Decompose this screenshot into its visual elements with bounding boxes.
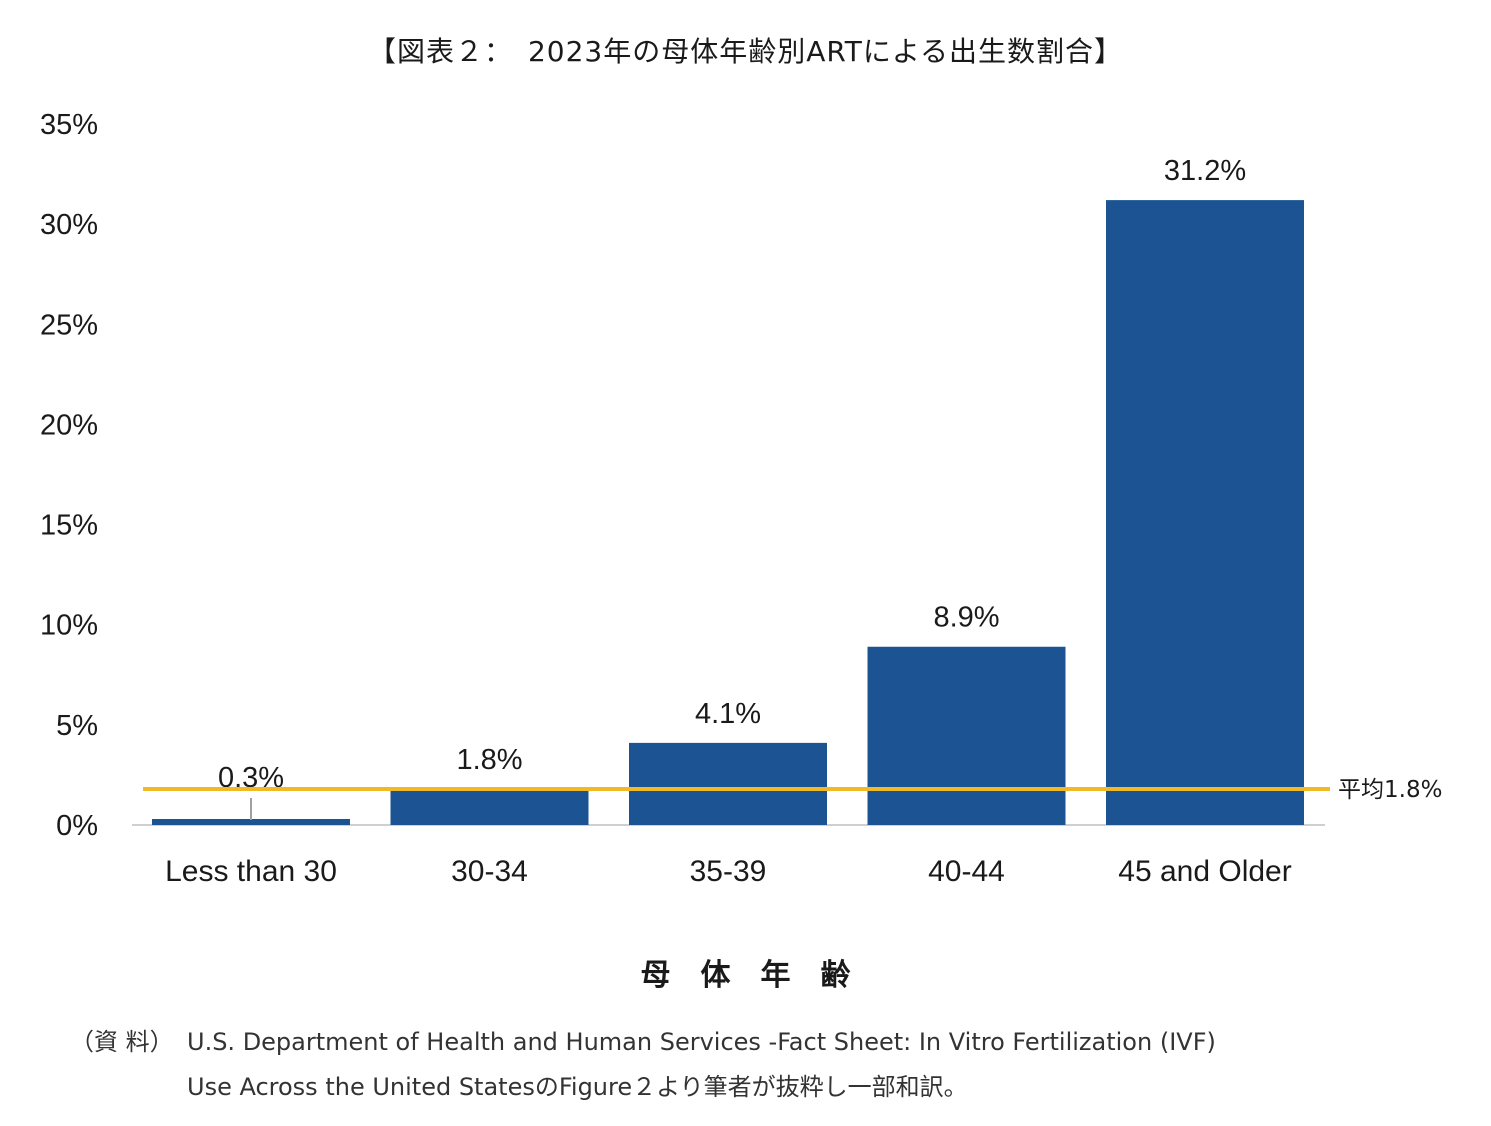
average-label: 平均1.8% <box>1338 777 1442 803</box>
data-label: 8.9% <box>933 602 999 634</box>
y-tick-label: 15% <box>40 510 98 542</box>
y-tick-label: 25% <box>40 309 98 341</box>
y-axis: 0% 5% 10% 15% 20% 25% 30% 35% <box>40 109 98 842</box>
x-category-label: Less than 30 <box>165 855 337 888</box>
source-text: U.S. Department of Health and Human Serv… <box>187 1020 1367 1110</box>
y-tick-label: 10% <box>40 610 98 642</box>
y-tick-label: 30% <box>40 209 98 241</box>
x-category-label: 30-34 <box>451 855 528 888</box>
data-label: 31.2% <box>1164 155 1246 187</box>
bar <box>867 646 1066 825</box>
source-line-2: Use Across the United StatesのFigure２より筆者… <box>187 1073 968 1101</box>
source-label: （資 料） <box>70 1028 174 1056</box>
y-tick-label: 35% <box>40 109 98 141</box>
bars <box>152 200 1304 825</box>
data-labels: 0.3%1.8%4.1%8.9%31.2% <box>218 155 1246 820</box>
y-tick-label: 0% <box>56 810 98 842</box>
chart-title: 【図表２： 2023年の母体年齢別ARTによる出生数割合】 <box>367 35 1124 68</box>
x-category-label: 45 and Older <box>1118 855 1291 888</box>
bar <box>629 742 827 825</box>
data-label: 4.1% <box>695 698 761 730</box>
x-axis-categories: Less than 30 30-34 35-39 40-44 45 and Older <box>165 855 1292 888</box>
source-line-1: U.S. Department of Health and Human Serv… <box>187 1028 1216 1056</box>
average-reference: 平均1.8% <box>143 777 1442 803</box>
x-category-label: 35-39 <box>690 855 767 888</box>
x-category-label: 40-44 <box>928 855 1005 888</box>
bar <box>1106 200 1304 825</box>
data-label: 1.8% <box>456 744 522 776</box>
x-axis-label: 母体年齢 <box>640 958 881 993</box>
y-tick-label: 5% <box>56 710 98 742</box>
bar <box>152 818 350 825</box>
bar <box>390 788 589 825</box>
y-tick-label: 20% <box>40 409 98 441</box>
